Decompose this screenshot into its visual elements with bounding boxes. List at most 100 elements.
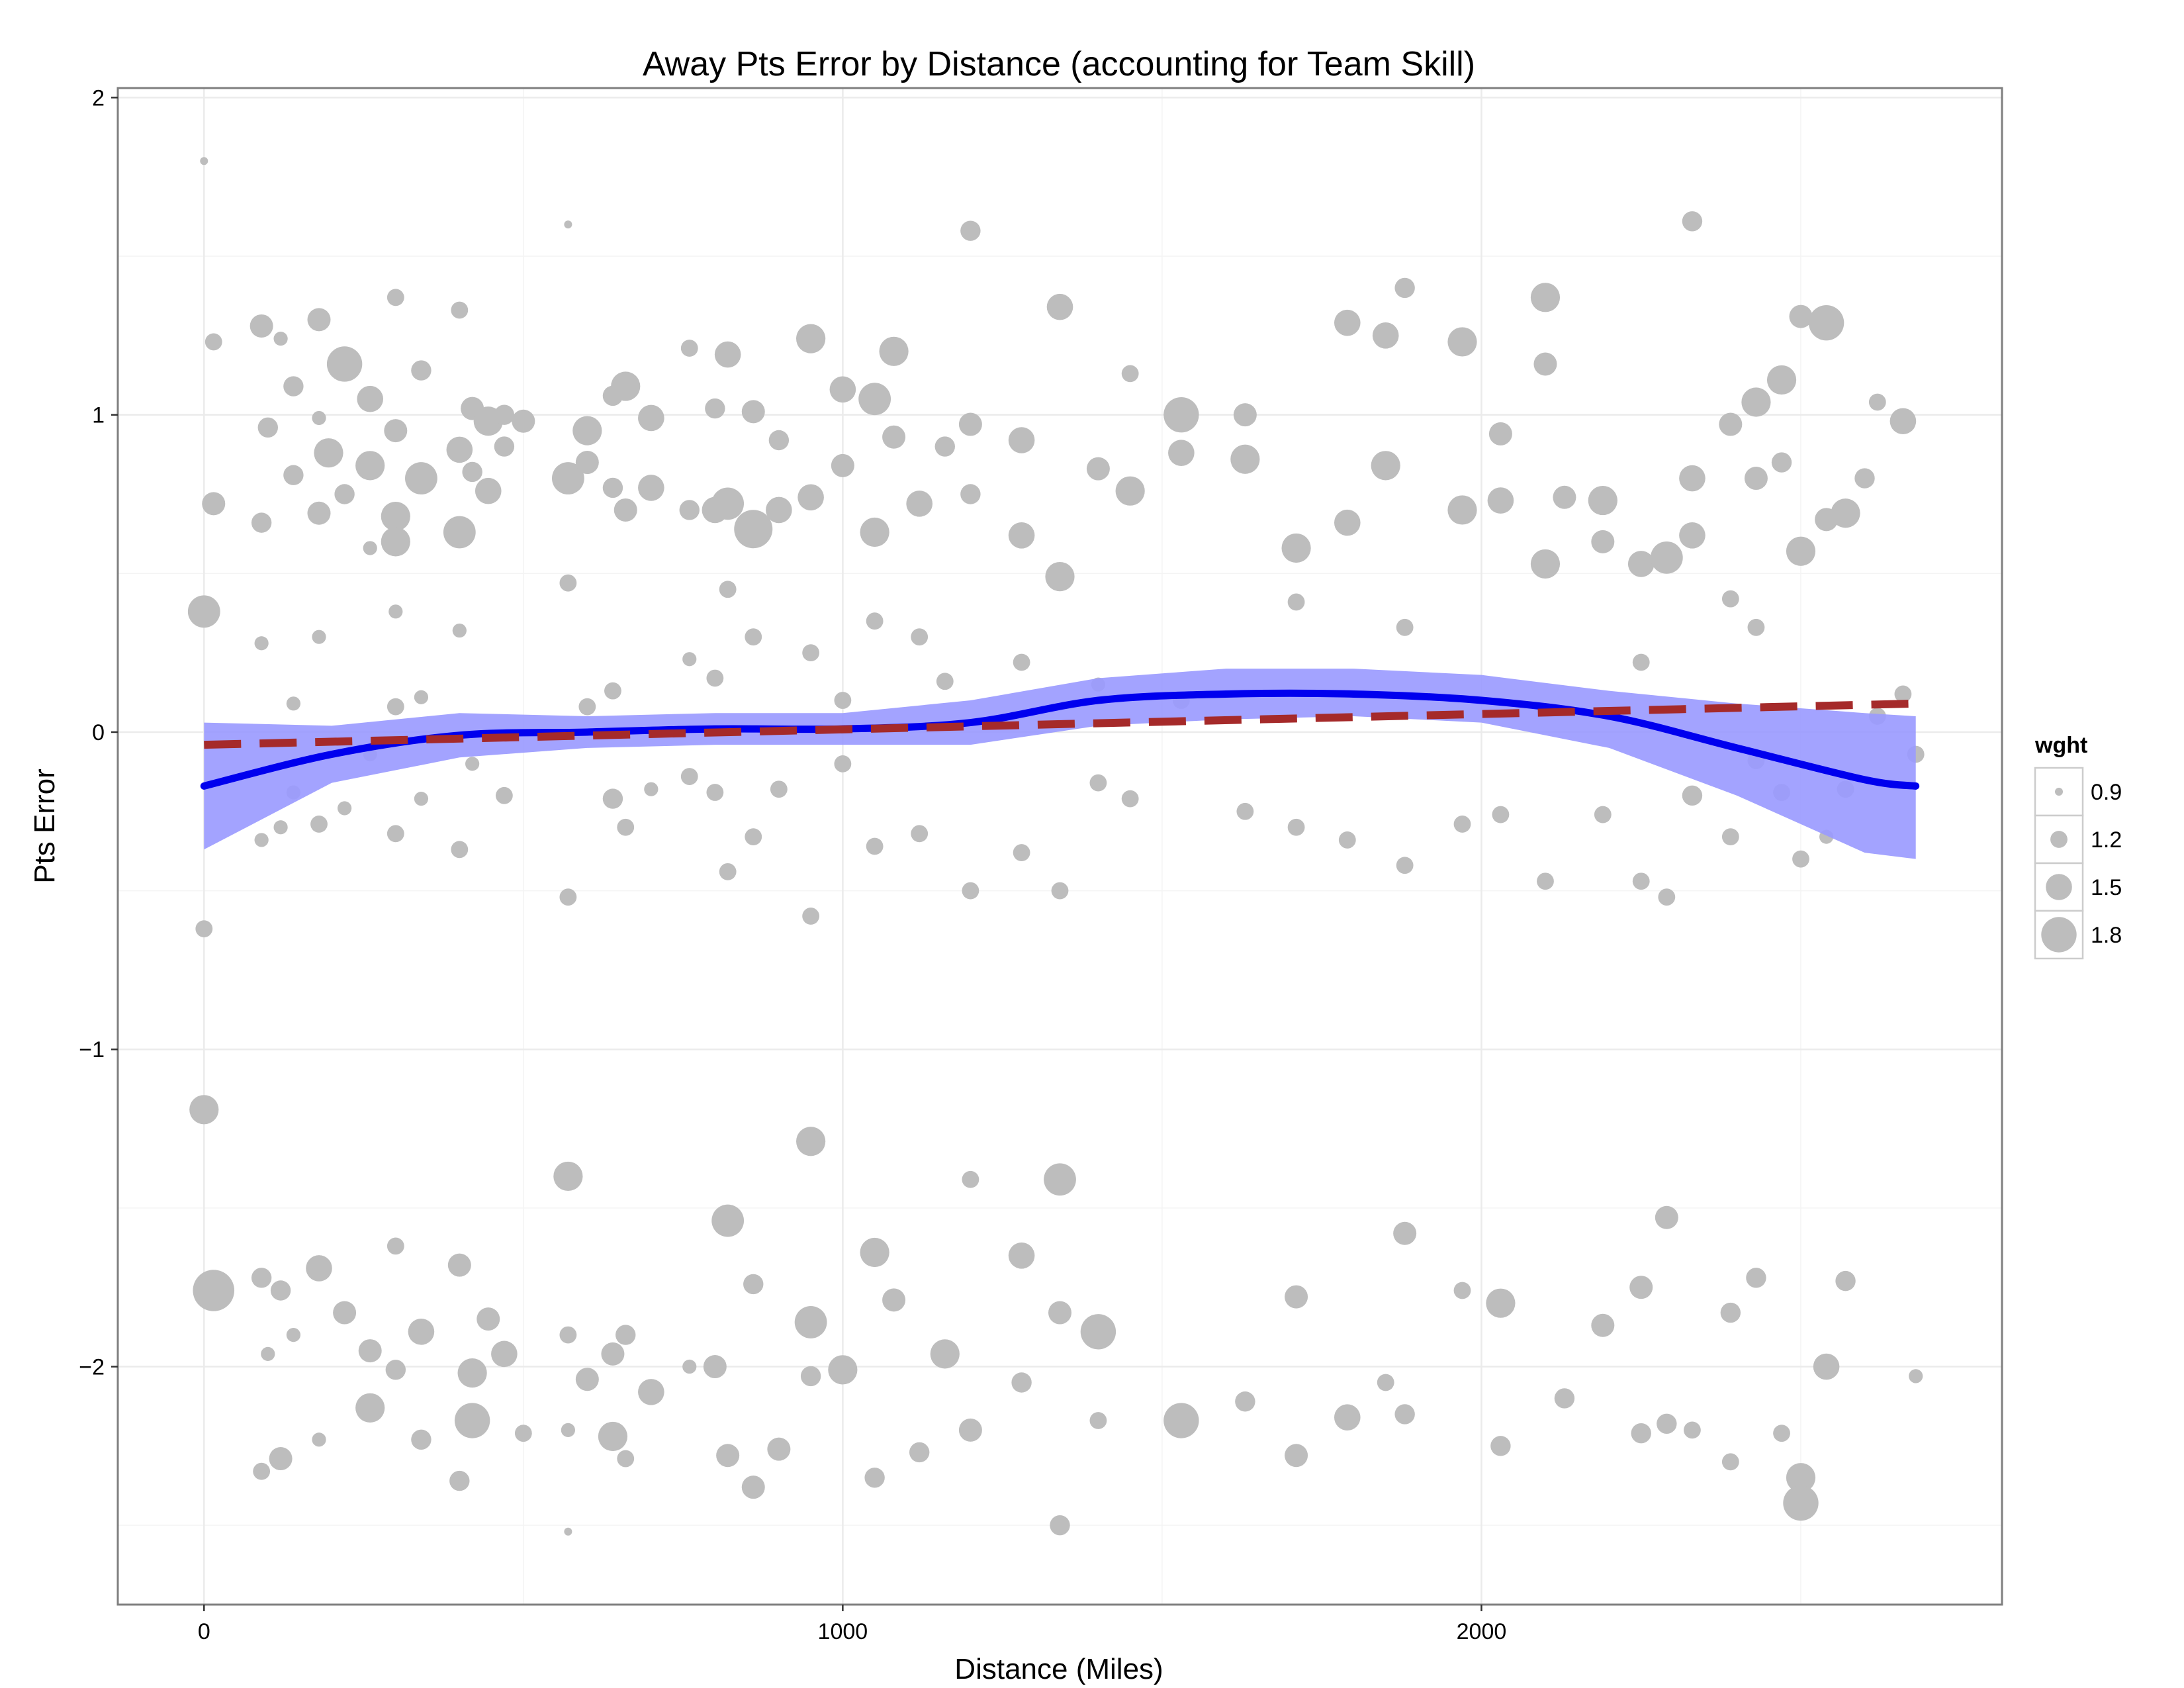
scatter-point xyxy=(283,376,304,397)
scatter-point xyxy=(1013,844,1030,861)
scatter-point xyxy=(602,788,623,809)
legend-title: wght xyxy=(2034,733,2087,758)
scatter-point xyxy=(1650,541,1683,574)
scatter-point xyxy=(1488,422,1512,445)
scatter-point xyxy=(770,780,788,798)
scatter-point xyxy=(1045,562,1075,592)
x-tick-label: 0 xyxy=(198,1619,210,1644)
scatter-point xyxy=(741,400,765,424)
scatter-point xyxy=(405,462,437,494)
scatter-point xyxy=(745,828,762,846)
scatter-point xyxy=(800,1366,821,1387)
scatter-point xyxy=(768,430,790,451)
scatter-point xyxy=(1281,533,1311,563)
scatter-point xyxy=(388,604,403,619)
scatter-point xyxy=(1771,452,1792,473)
scatter-point xyxy=(1868,393,1886,411)
scatter-point xyxy=(934,436,955,457)
legend-key-point xyxy=(2050,831,2068,848)
scatter-point xyxy=(414,792,429,806)
scatter-point xyxy=(494,436,515,457)
scatter-point xyxy=(261,1346,275,1361)
scatter-point xyxy=(1396,618,1414,636)
scatter-point xyxy=(719,581,737,598)
linear-fit-line xyxy=(204,699,1916,749)
scatter-point xyxy=(452,623,467,638)
legend-label: 1.2 xyxy=(2091,827,2122,853)
scatter-point xyxy=(1679,465,1706,492)
scatter-point xyxy=(512,409,535,433)
scatter-point xyxy=(269,1447,293,1471)
scatter-point xyxy=(879,336,909,366)
scatter-point xyxy=(1008,1242,1035,1269)
scatter-point xyxy=(1530,549,1561,579)
scatter-point xyxy=(451,301,469,319)
scatter-point xyxy=(714,341,741,368)
scatter-point xyxy=(1287,593,1305,611)
scatter-point xyxy=(1371,451,1400,481)
scatter-point xyxy=(355,1393,385,1423)
scatter-point xyxy=(1835,1270,1856,1291)
scatter-point xyxy=(682,652,697,667)
scatter-point xyxy=(1008,427,1035,453)
scatter-point xyxy=(962,1170,979,1188)
scatter-point xyxy=(1051,882,1069,900)
scatter-point xyxy=(465,757,480,771)
scatter-point xyxy=(1658,888,1676,906)
scatter-point xyxy=(1394,277,1415,299)
scatter-point xyxy=(638,475,664,501)
x-tick-label: 2000 xyxy=(1457,1619,1507,1644)
scatter-point xyxy=(1553,485,1576,509)
scatter-point xyxy=(1854,468,1875,489)
scatter-point xyxy=(257,417,278,438)
plot-panel xyxy=(118,88,2002,1605)
scatter-point xyxy=(251,512,272,533)
scatter-point xyxy=(1334,509,1361,536)
scatter-point xyxy=(387,825,404,843)
scatter-point xyxy=(1594,806,1612,823)
scatter-point xyxy=(1679,522,1706,549)
scatter-point xyxy=(617,818,635,836)
scatter-point xyxy=(312,410,326,426)
scatter-point xyxy=(719,863,737,880)
scatter-point xyxy=(1008,522,1035,549)
scatter-point xyxy=(1050,1515,1070,1536)
scatter-point xyxy=(1721,1453,1739,1471)
scatter-point xyxy=(1080,1314,1116,1350)
scatter-point xyxy=(1046,293,1073,320)
scatter-point xyxy=(831,453,854,477)
scatter-point xyxy=(326,346,363,382)
scatter-point xyxy=(414,690,429,704)
scatter-point xyxy=(682,1359,697,1374)
scatter-point xyxy=(306,1255,332,1282)
scatter-point xyxy=(1487,487,1514,514)
scatter-point xyxy=(796,324,826,353)
scatter-point xyxy=(551,462,584,494)
scatter-point xyxy=(447,1253,471,1277)
scatter-point xyxy=(381,501,410,532)
scatter-point xyxy=(1909,1369,1923,1383)
scatter-point xyxy=(363,541,377,555)
scatter-point xyxy=(829,376,856,403)
scatter-point xyxy=(1372,322,1399,349)
scatter-point xyxy=(1393,1221,1417,1245)
scatter-point xyxy=(1631,1423,1651,1444)
scatter-point xyxy=(387,1237,404,1255)
scatter-points xyxy=(187,157,1925,1536)
scatter-point xyxy=(745,628,762,646)
scatter-point xyxy=(333,1301,357,1325)
scatter-point xyxy=(187,595,220,628)
scatter-point xyxy=(601,1342,625,1366)
scatter-point xyxy=(385,1360,406,1380)
scatter-point xyxy=(457,1358,487,1388)
scatter-point xyxy=(1747,618,1765,636)
scatter-point xyxy=(962,882,979,900)
scatter-point xyxy=(514,1425,532,1442)
scatter-point xyxy=(559,888,577,906)
y-tick-label: −1 xyxy=(79,1037,105,1062)
scatter-point xyxy=(559,1326,577,1344)
scatter-point xyxy=(1808,305,1844,341)
scatter-point xyxy=(205,333,222,351)
scatter-point xyxy=(283,465,304,485)
scatter-point xyxy=(930,1339,960,1369)
